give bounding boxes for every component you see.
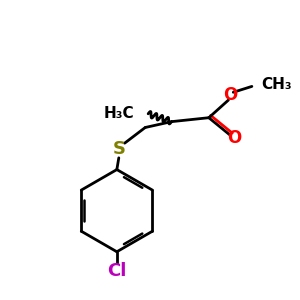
Text: H₃C: H₃C (104, 106, 134, 121)
Text: O: O (223, 86, 238, 104)
Text: O: O (227, 129, 242, 147)
Text: CH₃: CH₃ (262, 77, 292, 92)
Text: Cl: Cl (107, 262, 127, 280)
Text: S: S (112, 140, 125, 158)
